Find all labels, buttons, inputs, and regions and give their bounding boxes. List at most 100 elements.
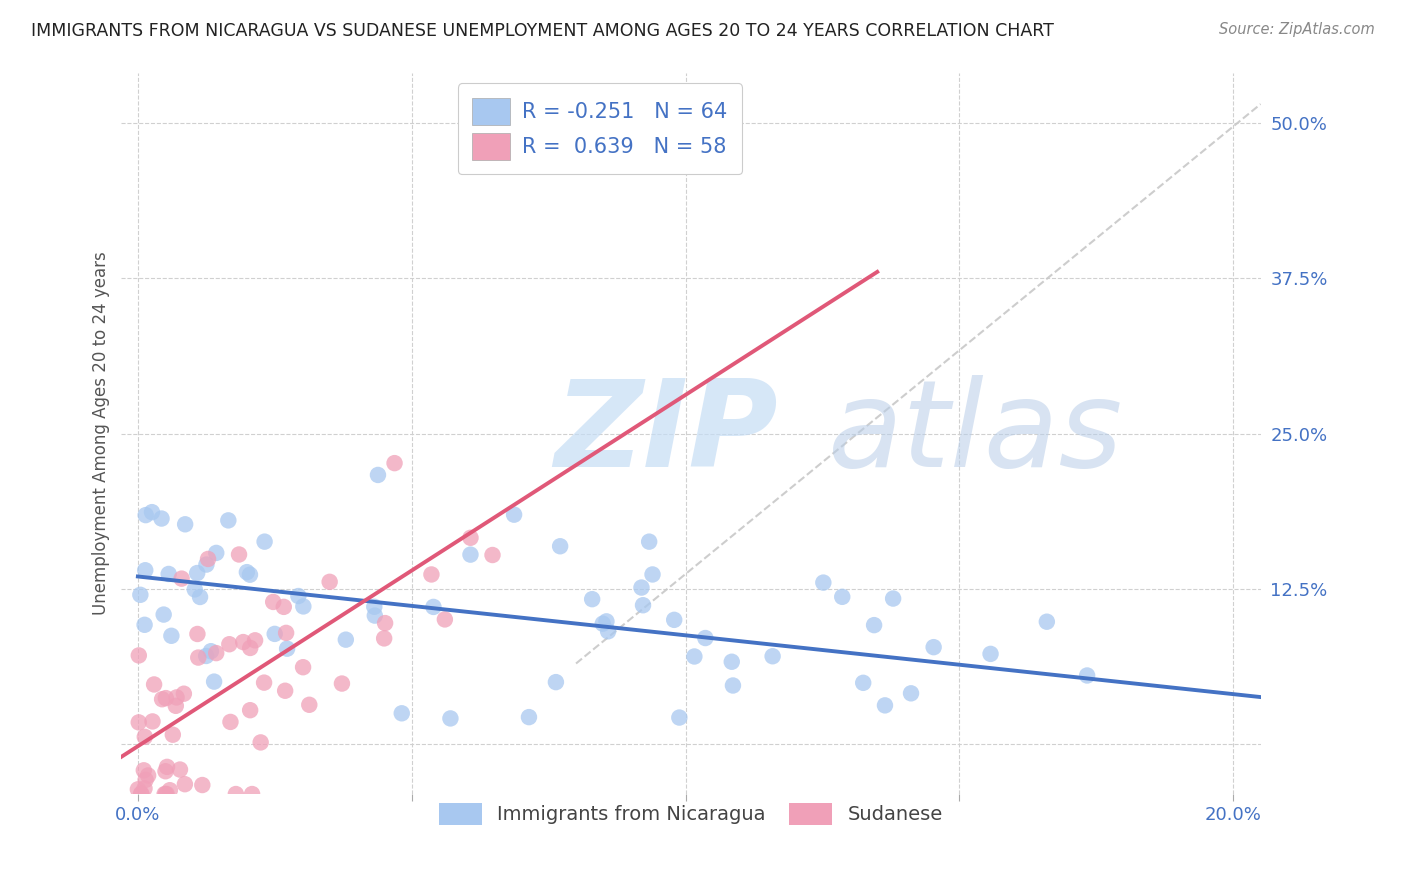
Point	[197, 552, 219, 566]
Point	[721, 678, 744, 692]
Point	[141, 505, 163, 519]
Point	[367, 467, 389, 482]
Point	[292, 599, 315, 614]
Point	[831, 590, 853, 604]
Point	[200, 644, 222, 658]
Point	[195, 648, 218, 663]
Point	[544, 675, 567, 690]
Point	[155, 691, 177, 706]
Point	[581, 592, 603, 607]
Point	[481, 548, 503, 562]
Point	[129, 787, 152, 801]
Point	[184, 582, 207, 597]
Point	[276, 641, 298, 656]
Point	[292, 660, 315, 674]
Text: atlas: atlas	[828, 375, 1123, 492]
Point	[188, 590, 211, 604]
Point	[232, 635, 254, 649]
Point	[128, 715, 150, 730]
Point	[335, 632, 357, 647]
Point	[128, 648, 150, 663]
Point	[225, 787, 247, 801]
Point	[439, 711, 461, 725]
Point	[134, 781, 156, 796]
Y-axis label: Unemployment Among Ages 20 to 24 years: Unemployment Among Ages 20 to 24 years	[93, 252, 110, 615]
Point	[239, 640, 262, 655]
Point	[433, 612, 456, 626]
Point	[205, 546, 228, 560]
Point	[165, 698, 187, 713]
Point	[134, 563, 156, 577]
Point	[592, 616, 614, 631]
Point	[391, 706, 413, 721]
Point	[202, 674, 225, 689]
Point	[517, 710, 540, 724]
Point	[166, 690, 188, 705]
Point	[239, 567, 262, 582]
Point	[174, 517, 197, 532]
Point	[460, 531, 482, 545]
Point	[638, 534, 661, 549]
Point	[762, 649, 785, 664]
Point	[813, 575, 835, 590]
Point	[1036, 615, 1059, 629]
Point	[548, 539, 571, 553]
Point	[187, 650, 209, 665]
Point	[852, 675, 875, 690]
Point	[253, 534, 276, 549]
Point	[683, 649, 706, 664]
Point	[243, 633, 266, 648]
Point	[595, 615, 617, 629]
Point	[156, 760, 179, 774]
Point	[374, 616, 396, 631]
Point	[900, 686, 922, 700]
Point	[720, 655, 742, 669]
Point	[631, 599, 654, 613]
Point	[129, 588, 152, 602]
Point	[1076, 668, 1098, 682]
Point	[155, 764, 177, 779]
Point	[298, 698, 321, 712]
Point	[135, 508, 157, 522]
Point	[922, 640, 945, 655]
Point	[364, 608, 387, 623]
Point	[318, 574, 340, 589]
Point	[287, 589, 309, 603]
Point	[262, 595, 284, 609]
Text: ZIP: ZIP	[554, 375, 778, 492]
Point	[274, 626, 297, 640]
Point	[174, 777, 197, 791]
Point	[205, 646, 228, 660]
Point	[422, 599, 444, 614]
Point	[141, 714, 163, 729]
Point	[134, 617, 156, 632]
Point	[420, 567, 443, 582]
Point	[373, 632, 395, 646]
Point	[160, 629, 183, 643]
Point	[186, 627, 208, 641]
Point	[132, 764, 155, 778]
Point	[873, 698, 896, 713]
Point	[263, 627, 285, 641]
Point	[135, 772, 157, 787]
Point	[384, 456, 406, 470]
Point	[363, 599, 385, 614]
Point	[131, 787, 153, 801]
Point	[217, 513, 239, 527]
Point	[134, 730, 156, 744]
Point	[695, 631, 717, 645]
Legend: Immigrants from Nicaragua, Sudanese: Immigrants from Nicaragua, Sudanese	[429, 793, 953, 835]
Point	[980, 647, 1002, 661]
Point	[136, 768, 159, 782]
Point	[170, 572, 193, 586]
Point	[218, 637, 240, 651]
Point	[668, 710, 690, 724]
Point	[155, 787, 177, 801]
Point	[598, 624, 620, 639]
Point	[127, 782, 149, 797]
Point	[143, 677, 166, 691]
Point	[150, 692, 173, 706]
Point	[159, 783, 181, 797]
Point	[157, 566, 180, 581]
Point	[191, 778, 214, 792]
